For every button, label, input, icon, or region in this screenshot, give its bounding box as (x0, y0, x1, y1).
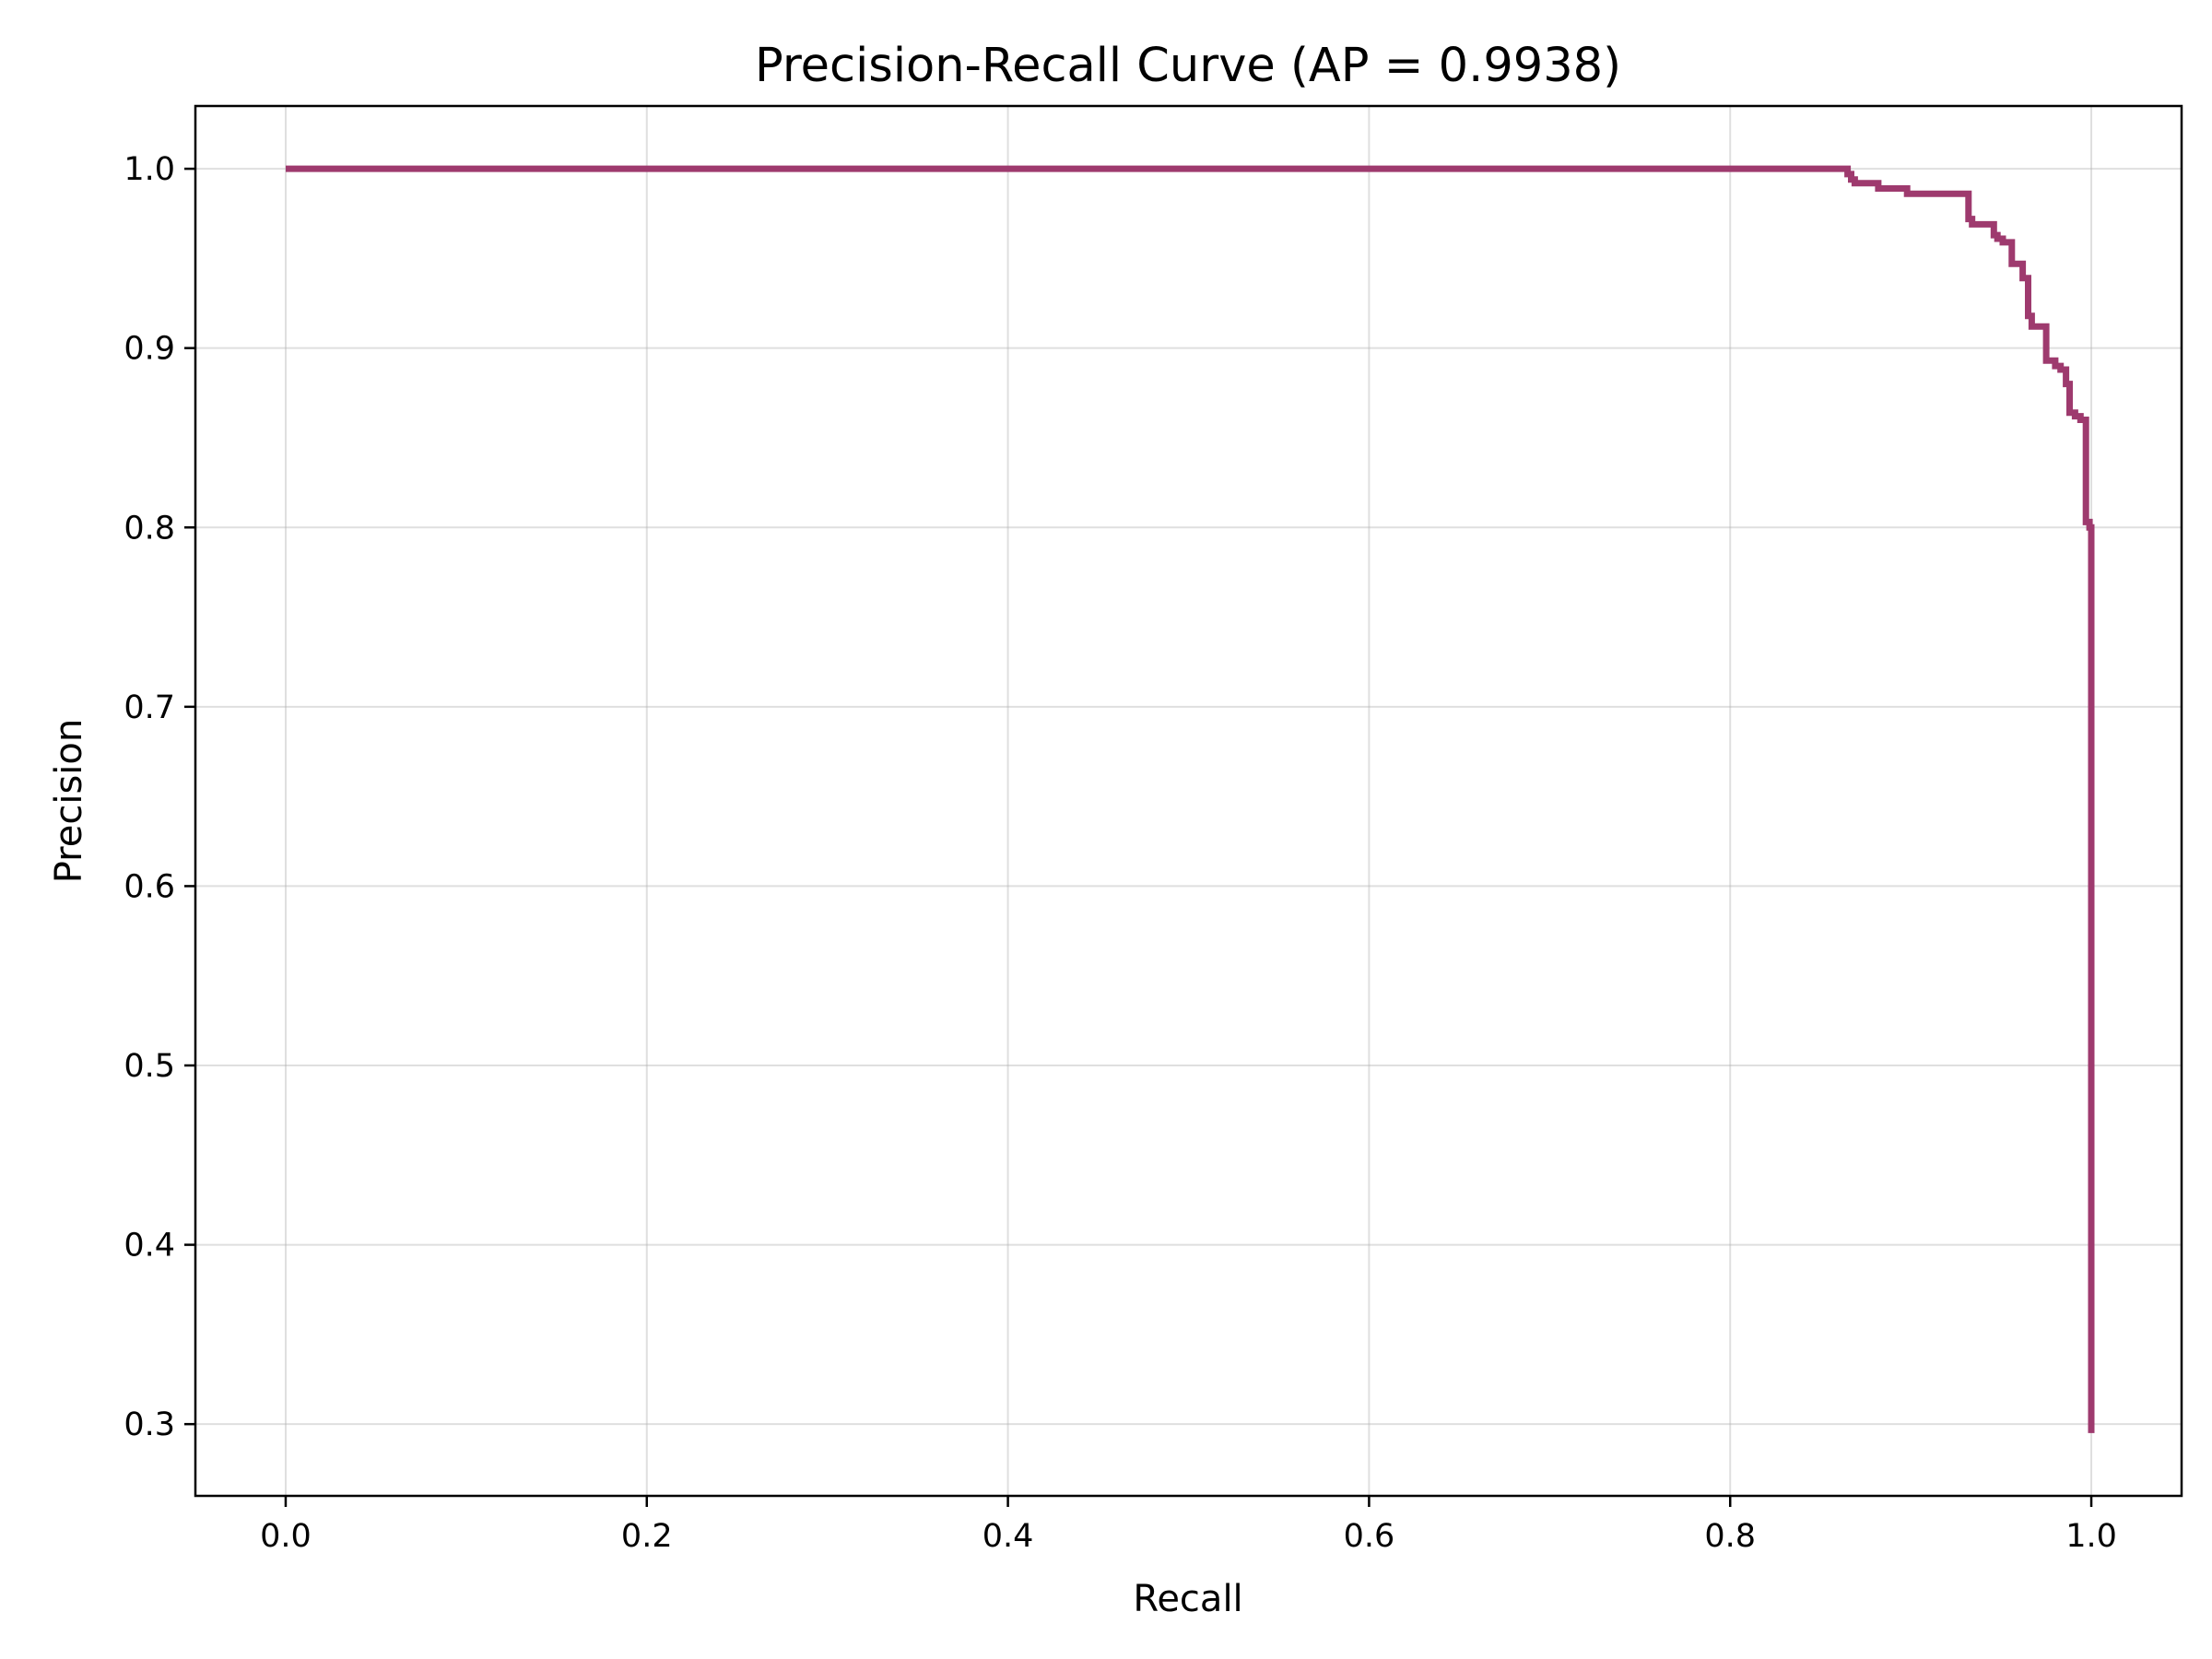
chart-title: Precision-Recall Curve (AP = 0.9938) (755, 39, 1621, 93)
y-tick-label: 0.6 (124, 868, 175, 905)
y-tick-label: 1.0 (124, 151, 175, 188)
y-tick-label: 0.8 (124, 510, 175, 547)
x-tick-label: 0.4 (982, 1518, 1034, 1555)
y-tick-label: 0.7 (124, 689, 175, 726)
x-axis-label: Recall (1133, 1578, 1242, 1620)
y-tick-label: 0.9 (124, 331, 175, 368)
precision-recall-line (286, 165, 2095, 1433)
y-tick-label: 0.5 (124, 1048, 175, 1085)
x-tick-label: 1.0 (2065, 1518, 2117, 1555)
y-axis-label: Precision (48, 719, 90, 883)
x-axis-ticks: 0.0 0.2 0.4 0.6 0.8 1.0 (260, 1496, 2117, 1555)
x-tick-label: 0.0 (260, 1518, 312, 1555)
x-tick-label: 0.2 (621, 1518, 673, 1555)
x-tick-label: 0.6 (1344, 1518, 1395, 1555)
x-tick-label: 0.8 (1704, 1518, 1756, 1555)
y-tick-label: 0.3 (124, 1406, 175, 1443)
series-layer (286, 165, 2095, 1433)
y-axis-ticks: 0.3 0.4 0.5 0.6 0.7 0.8 0.9 1.0 (124, 151, 195, 1443)
y-tick-label: 0.4 (124, 1228, 175, 1265)
plot-area (195, 106, 2182, 1496)
plot-frame (194, 104, 2183, 1498)
